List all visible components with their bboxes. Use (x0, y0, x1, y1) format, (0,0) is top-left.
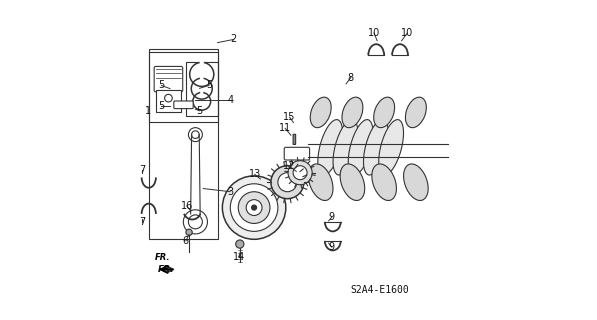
Circle shape (222, 176, 286, 239)
FancyBboxPatch shape (284, 147, 310, 160)
Text: 9: 9 (329, 212, 335, 222)
Text: 12: 12 (284, 161, 296, 171)
FancyBboxPatch shape (174, 101, 193, 108)
Ellipse shape (309, 164, 333, 201)
Text: 5: 5 (206, 80, 212, 91)
Text: 11: 11 (279, 123, 291, 133)
Text: S2A4-E1600: S2A4-E1600 (350, 285, 409, 295)
Circle shape (288, 161, 312, 185)
Text: 7: 7 (139, 217, 146, 227)
Text: 14: 14 (233, 252, 245, 262)
Ellipse shape (405, 97, 426, 128)
Bar (156, 90, 181, 112)
Text: 16: 16 (181, 201, 193, 211)
Bar (149, 49, 218, 239)
Text: FR.: FR. (155, 252, 171, 261)
Circle shape (189, 128, 202, 142)
Text: 13: 13 (248, 169, 261, 179)
Text: 2: 2 (230, 35, 236, 44)
Text: 15: 15 (284, 112, 296, 122)
Circle shape (236, 240, 244, 248)
Circle shape (251, 205, 257, 210)
Bar (186, 62, 218, 116)
Ellipse shape (340, 164, 365, 201)
FancyBboxPatch shape (293, 134, 296, 144)
Circle shape (293, 166, 307, 180)
Text: 5: 5 (158, 80, 165, 91)
Text: 4: 4 (227, 95, 233, 105)
Text: 5: 5 (158, 101, 165, 111)
Circle shape (189, 215, 202, 229)
Text: 3: 3 (227, 187, 233, 197)
Circle shape (186, 229, 192, 236)
Circle shape (271, 166, 304, 199)
Circle shape (278, 173, 297, 192)
Circle shape (246, 200, 262, 215)
Text: 6: 6 (183, 236, 189, 246)
Circle shape (230, 184, 278, 231)
Circle shape (238, 192, 270, 223)
Text: FR.: FR. (158, 265, 175, 274)
Ellipse shape (374, 97, 395, 128)
Text: 10: 10 (401, 28, 414, 38)
Text: 7: 7 (139, 164, 146, 174)
FancyBboxPatch shape (154, 67, 183, 92)
Text: 9: 9 (329, 242, 335, 252)
Text: 8: 8 (348, 73, 354, 83)
Ellipse shape (348, 120, 373, 175)
Text: 10: 10 (368, 28, 380, 38)
Ellipse shape (318, 120, 343, 175)
Ellipse shape (404, 164, 428, 201)
Bar (149, 52, 218, 122)
Ellipse shape (342, 97, 363, 128)
Ellipse shape (310, 97, 331, 128)
Ellipse shape (364, 120, 388, 175)
Text: 1: 1 (144, 106, 151, 116)
Ellipse shape (378, 120, 404, 175)
Ellipse shape (372, 164, 396, 201)
Circle shape (165, 94, 173, 102)
Ellipse shape (333, 120, 358, 175)
Circle shape (183, 210, 207, 234)
Text: 5: 5 (196, 106, 202, 116)
Circle shape (192, 131, 199, 139)
